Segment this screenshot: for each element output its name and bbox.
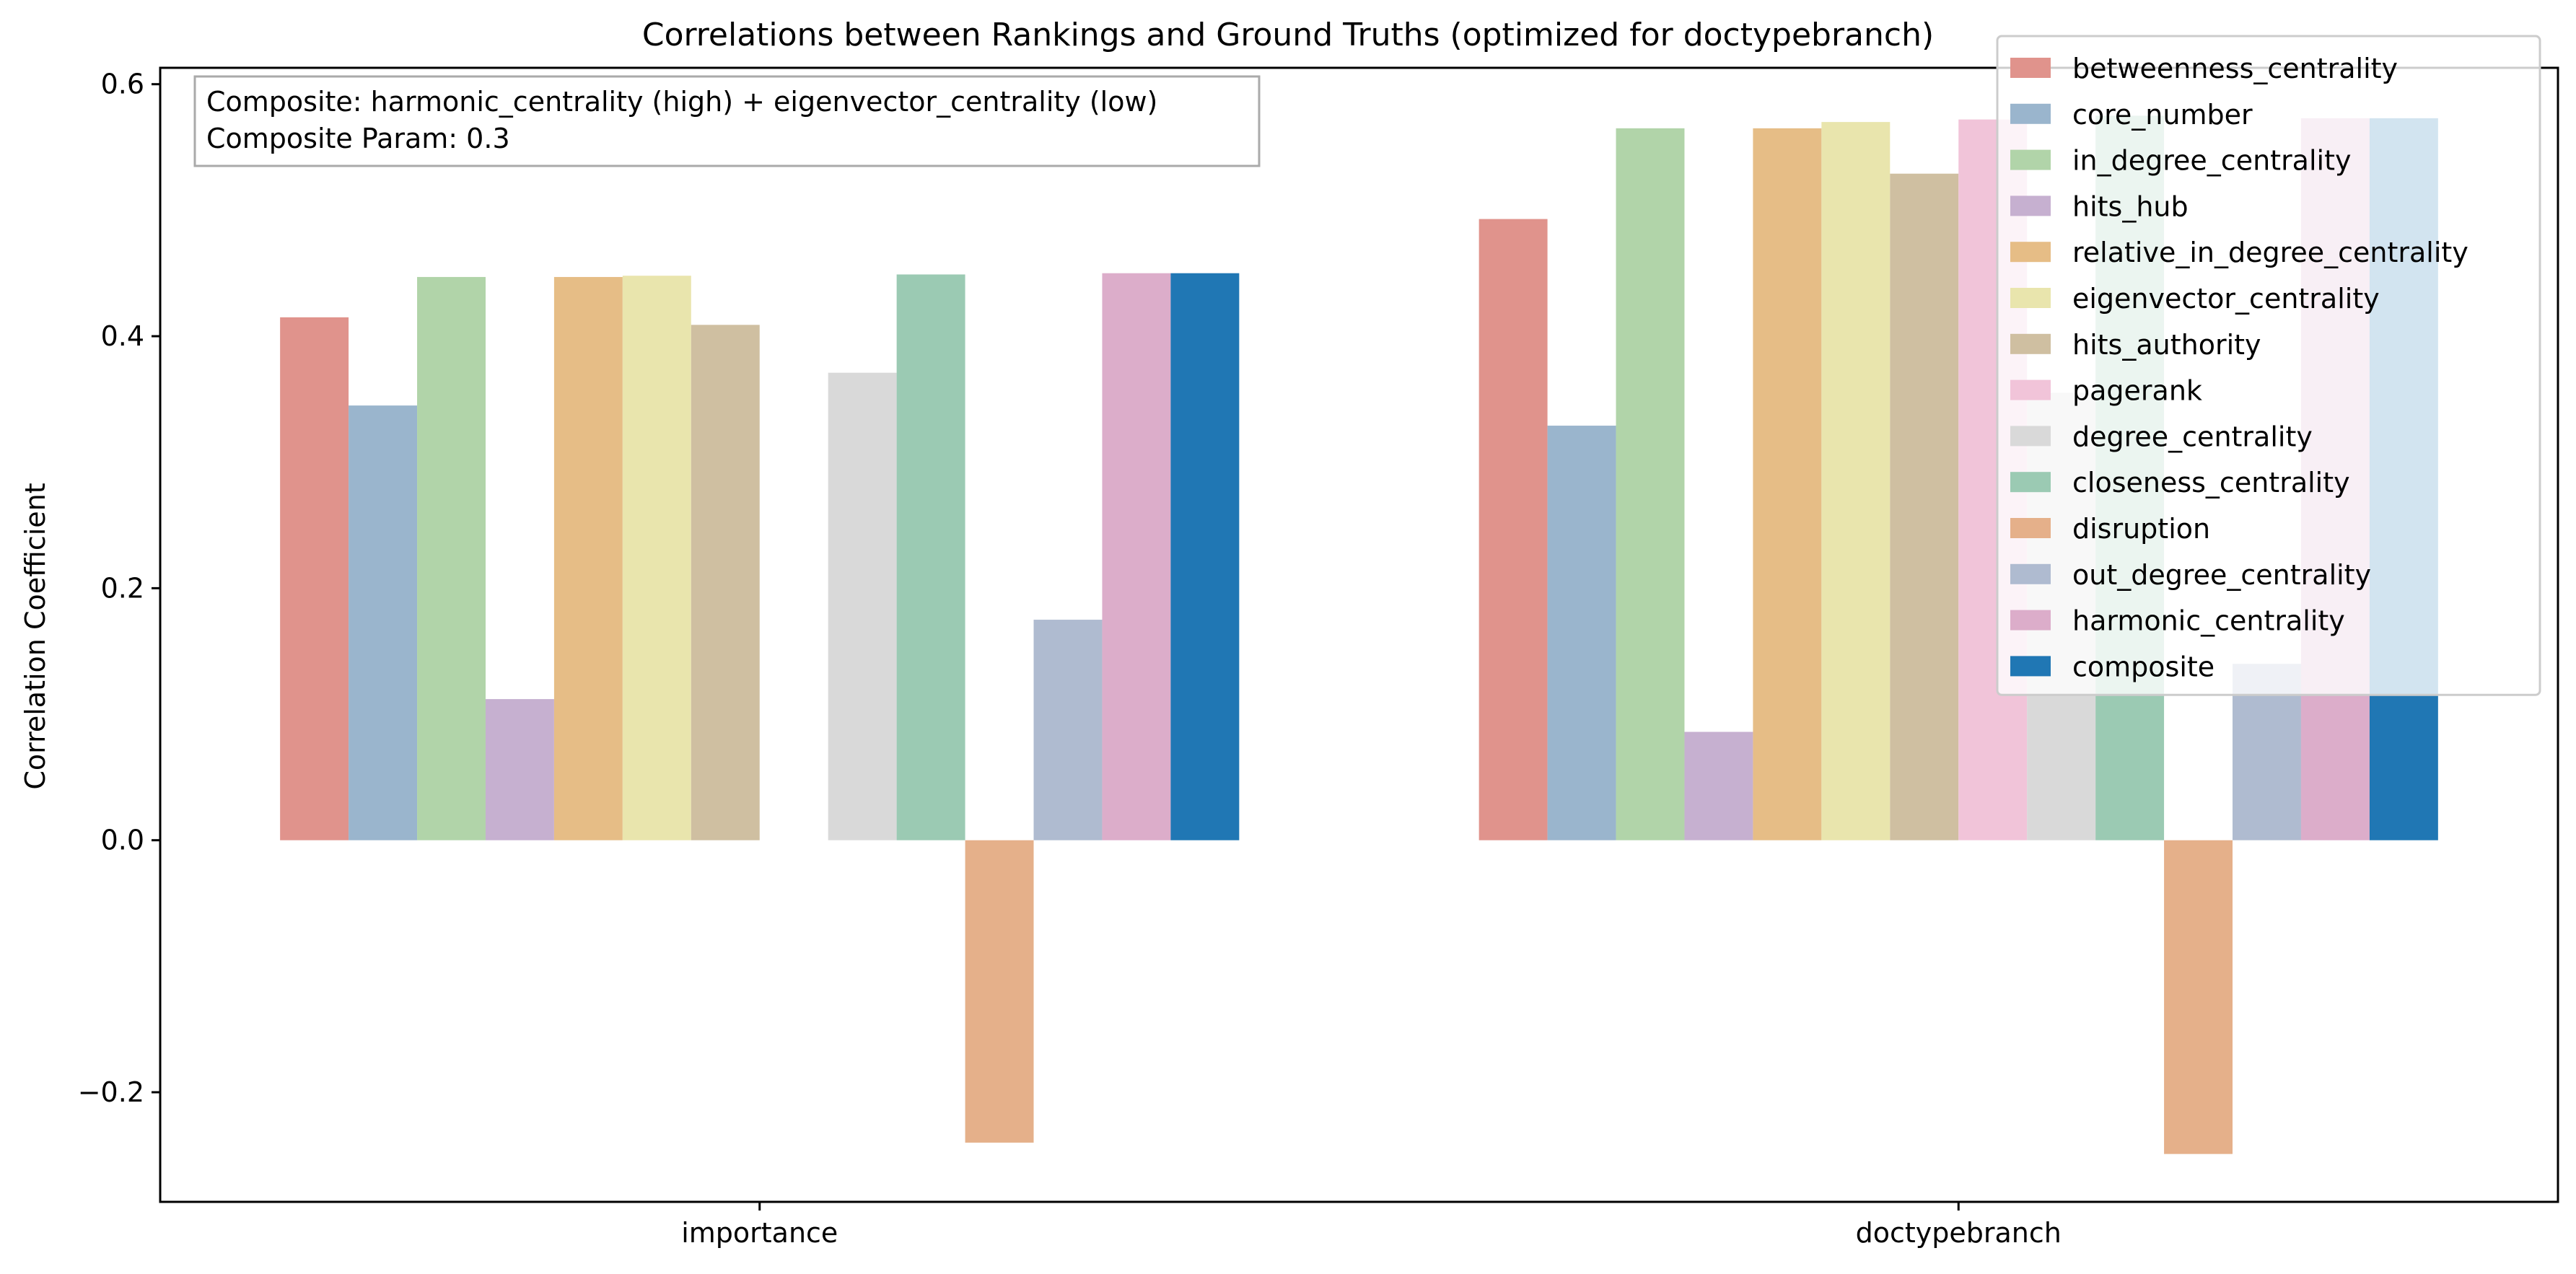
legend-label: eigenvector_centrality	[2072, 283, 2380, 315]
y-axis-label: Correlation Coefficient	[19, 483, 51, 789]
y-tick-label: 0.6	[101, 69, 144, 100]
legend-swatch	[2010, 472, 2051, 493]
legend-label: out_degree_centrality	[2072, 559, 2371, 591]
legend-label: degree_centrality	[2072, 421, 2313, 452]
y-tick-label: 0.0	[101, 825, 144, 856]
bar-out_degree_centrality-importance	[1033, 620, 1103, 840]
bar-hits_authority-importance	[691, 325, 760, 840]
bar-relative_in_degree_centrality-doctypebranch	[1753, 128, 1822, 840]
legend-label: composite	[2072, 651, 2214, 682]
bar-composite-importance	[1170, 273, 1240, 840]
bar-core_number-doctypebranch	[1547, 426, 1616, 840]
legend-label: disruption	[2072, 513, 2210, 545]
legend-swatch	[2010, 58, 2051, 78]
legend-swatch	[2010, 563, 2051, 584]
legend-swatch	[2010, 149, 2051, 170]
bar-disruption-importance	[965, 840, 1034, 1143]
legend-swatch	[2010, 426, 2051, 447]
legend-swatch	[2010, 656, 2051, 677]
bar-closeness_centrality-importance	[896, 274, 965, 840]
bar-eigenvector_centrality-doctypebranch	[1821, 122, 1891, 840]
y-tick-label: −0.2	[78, 1076, 144, 1108]
legend-swatch	[2010, 103, 2051, 124]
bar-hits_authority-doctypebranch	[1890, 173, 1959, 840]
annotation-line: Composite: harmonic_centrality (high) + …	[206, 86, 1157, 118]
y-tick-label: 0.2	[101, 572, 144, 604]
plot-area: −0.2 0.0 0.2 0.4 0.6 importance doctypebranch	[78, 66, 2559, 1249]
bar-hits_hub-doctypebranch	[1684, 732, 1753, 840]
legend-label: harmonic_centrality	[2072, 605, 2345, 637]
composite-annotation: Composite: harmonic_centrality (high) + …	[193, 75, 1261, 167]
legend-swatch	[2010, 196, 2051, 216]
x-tick-label: importance	[681, 1217, 838, 1249]
bar-betweenness_centrality-importance	[280, 317, 349, 840]
bar-degree_centrality-importance	[828, 372, 897, 840]
legend-label: betweenness_centrality	[2072, 53, 2398, 84]
bar-disruption-doctypebranch	[2164, 840, 2233, 1154]
bar-in_degree_centrality-importance	[417, 276, 486, 840]
x-axis: importance doctypebranch	[681, 1202, 2062, 1249]
y-axis: −0.2 0.0 0.2 0.4 0.6	[78, 69, 160, 1108]
bar-relative_in_degree_centrality-importance	[553, 276, 623, 840]
annotation-box	[193, 75, 1261, 167]
bar-harmonic_centrality-importance	[1102, 273, 1171, 840]
bar-betweenness_centrality-doctypebranch	[1478, 219, 1548, 840]
legend: betweenness_centrality core_number in_degr…	[1996, 35, 2541, 696]
legend-swatch	[2010, 610, 2051, 631]
plot-frame	[159, 66, 2559, 1203]
y-tick-label: 0.4	[101, 320, 144, 352]
bar-core_number-importance	[349, 405, 418, 840]
legend-label: core_number	[2072, 99, 2253, 131]
chart-title: Correlations between Rankings and Ground…	[642, 17, 1934, 53]
x-tick-label: doctypebranch	[1856, 1217, 2062, 1249]
legend-swatch	[2010, 242, 2051, 263]
annotation-line: Composite Param: 0.3	[206, 123, 510, 154]
legend-swatch	[2010, 518, 2051, 538]
bar-in_degree_centrality-doctypebranch	[1616, 128, 1685, 840]
bar-eigenvector_centrality-importance	[622, 276, 691, 840]
legend-swatch	[2010, 288, 2051, 308]
legend-label: hits_authority	[2072, 329, 2261, 361]
bars	[280, 115, 2438, 1154]
legend-label: pagerank	[2072, 375, 2202, 407]
legend-label: closeness_centrality	[2072, 467, 2350, 498]
legend-swatch	[2010, 333, 2051, 354]
bar-hits_hub-importance	[485, 699, 554, 840]
legend-box	[1996, 35, 2541, 696]
legend-label: in_degree_centrality	[2072, 145, 2351, 177]
legend-swatch	[2010, 379, 2051, 400]
legend-label: hits_hub	[2072, 190, 2189, 222]
legend-label: relative_in_degree_centrality	[2072, 237, 2468, 268]
